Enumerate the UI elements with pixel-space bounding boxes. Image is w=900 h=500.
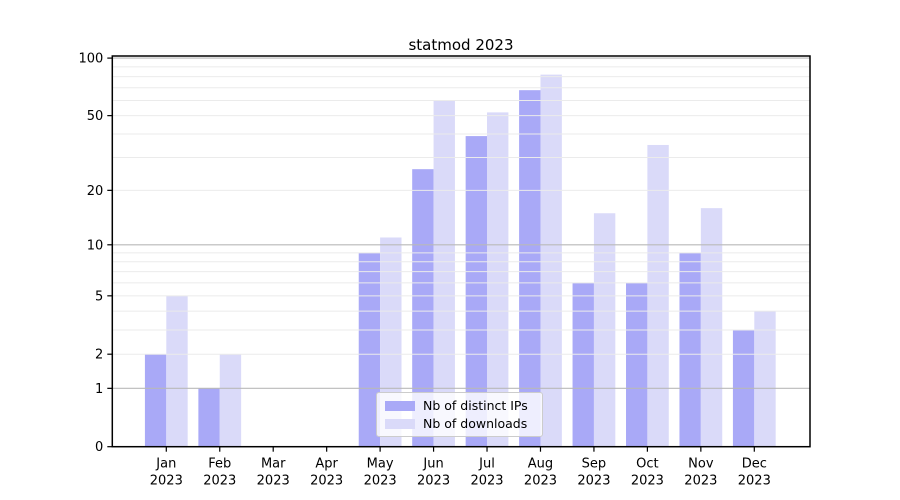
x-tick-label-month: Jul	[478, 457, 495, 472]
y-tick-label: 2	[95, 348, 103, 363]
bar	[358, 252, 381, 447]
bar	[519, 90, 541, 447]
bar	[144, 354, 167, 447]
bar	[679, 252, 701, 447]
bar	[219, 354, 242, 447]
legend-row-downloads: Nb of downloads	[385, 416, 534, 431]
legend-label-ips: Nb of distinct IPs	[423, 398, 528, 413]
bar	[572, 282, 594, 447]
axis-frame	[111, 55, 811, 448]
x-tick-label-month: Dec	[742, 457, 767, 472]
bar	[166, 295, 188, 447]
x-tick-label-month: Aug	[528, 457, 553, 472]
x-tick-label-year: 2023	[577, 474, 610, 489]
x-tick-label-month: Nov	[688, 457, 714, 472]
bar	[433, 100, 455, 447]
x-tick-label-year: 2023	[364, 474, 397, 489]
y-tick-label: 1	[95, 382, 103, 397]
legend-swatch-ips-icon	[385, 400, 415, 411]
x-tick-label-month: Mar	[261, 457, 286, 472]
x-tick-label-year: 2023	[631, 474, 664, 489]
legend-label-downloads: Nb of downloads	[423, 416, 528, 431]
x-tick-label-year: 2023	[257, 474, 290, 489]
x-tick-label-year: 2023	[524, 474, 557, 489]
bar	[540, 74, 562, 447]
x-tick-label-year: 2023	[203, 474, 236, 489]
legend-row-ips: Nb of distinct IPs	[385, 398, 534, 413]
x-tick-label-month: Jun	[422, 457, 443, 472]
x-tick-label-year: 2023	[150, 474, 183, 489]
x-tick-label-month: Feb	[208, 457, 231, 472]
x-tick-label-month: May	[367, 457, 394, 472]
x-tick-label-month: Oct	[636, 457, 658, 472]
x-tick-label-year: 2023	[310, 474, 343, 489]
x-tick-label-year: 2023	[470, 474, 503, 489]
x-tick-label-year: 2023	[684, 474, 717, 489]
bar	[465, 136, 488, 447]
x-tick-label-year: 2023	[417, 474, 450, 489]
y-tick-label: 100	[78, 52, 103, 67]
y-tick-label: 0	[95, 440, 103, 455]
bar	[198, 388, 220, 447]
chart-title: statmod 2023	[408, 36, 514, 54]
bar	[487, 112, 509, 447]
x-tick-label-year: 2023	[738, 474, 771, 489]
y-tick-label: 10	[87, 238, 104, 253]
bar	[412, 169, 434, 447]
bar	[700, 208, 723, 447]
legend-swatch-downloads-icon	[385, 418, 415, 429]
bar	[626, 282, 648, 447]
legend: Nb of distinct IPs Nb of downloads	[376, 392, 543, 437]
x-tick-label-month: Apr	[315, 457, 338, 472]
bar	[754, 311, 776, 447]
y-tick-label: 20	[87, 184, 104, 199]
x-tick-label-month: Jan	[155, 457, 176, 472]
y-tick-label: 50	[87, 109, 104, 124]
y-tick-label: 5	[95, 289, 103, 304]
x-tick-label-month: Sep	[582, 457, 607, 472]
